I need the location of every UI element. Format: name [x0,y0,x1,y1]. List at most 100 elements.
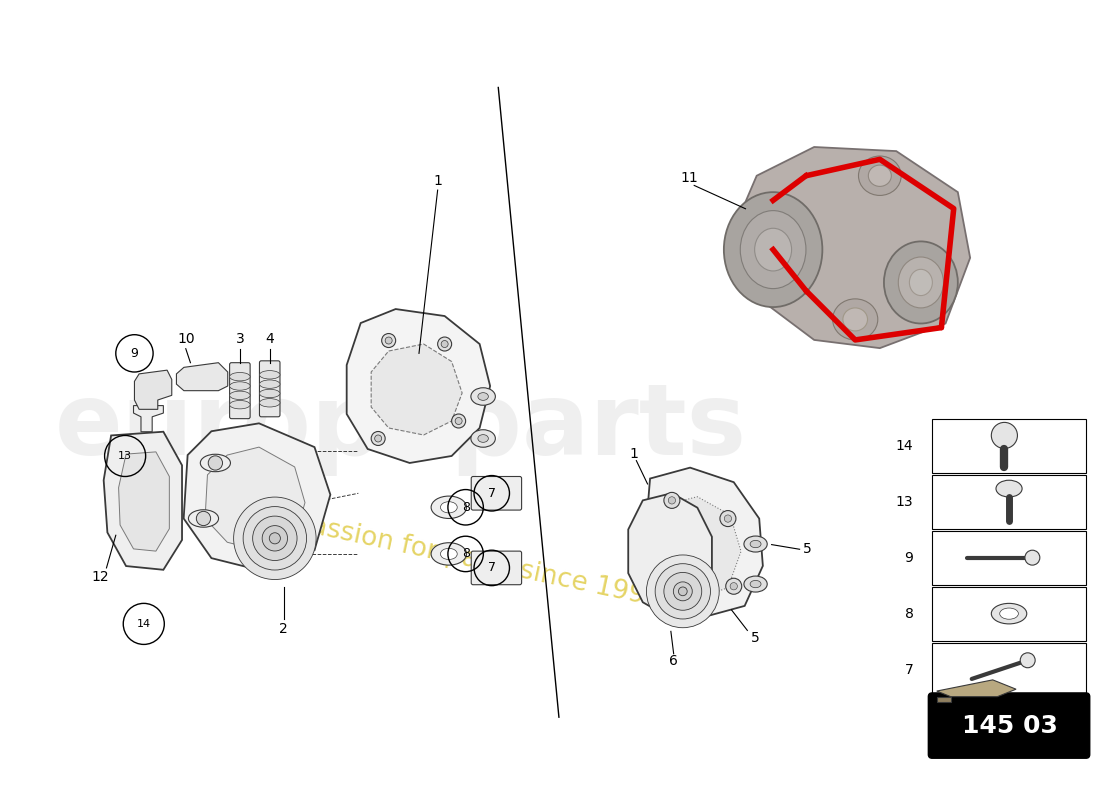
Ellipse shape [833,299,878,340]
Ellipse shape [260,398,280,407]
Ellipse shape [755,228,792,271]
Polygon shape [184,423,330,570]
Text: 7: 7 [487,562,496,574]
Ellipse shape [440,502,458,513]
Text: 6: 6 [669,654,678,668]
Ellipse shape [431,496,466,518]
Circle shape [452,414,465,428]
Circle shape [243,506,307,570]
Ellipse shape [744,576,767,592]
Ellipse shape [750,581,761,588]
FancyBboxPatch shape [471,477,521,510]
Text: 5: 5 [803,542,812,556]
Polygon shape [937,680,1016,697]
Circle shape [253,516,297,561]
Circle shape [1020,653,1035,668]
Polygon shape [371,344,462,435]
Ellipse shape [230,401,250,409]
Circle shape [371,431,385,446]
Ellipse shape [996,480,1022,497]
Ellipse shape [230,391,250,399]
Text: 1: 1 [629,447,638,461]
Circle shape [382,334,396,347]
Text: 9: 9 [131,347,139,360]
Text: 8: 8 [904,606,913,621]
Circle shape [673,582,692,601]
Circle shape [455,418,462,425]
Polygon shape [733,147,970,348]
Ellipse shape [200,454,230,472]
Ellipse shape [750,541,761,548]
Text: 1: 1 [433,174,442,188]
Polygon shape [628,493,712,617]
Circle shape [730,582,737,590]
Ellipse shape [740,210,806,289]
Circle shape [441,341,448,347]
Circle shape [262,526,287,551]
Ellipse shape [1000,608,1019,619]
Polygon shape [658,497,741,598]
Circle shape [726,578,741,594]
Ellipse shape [230,382,250,390]
FancyBboxPatch shape [928,693,1090,758]
Ellipse shape [899,257,944,308]
Circle shape [1025,550,1040,565]
FancyBboxPatch shape [471,551,521,585]
Circle shape [667,595,673,602]
Polygon shape [176,362,228,390]
Text: 145 03: 145 03 [961,714,1057,738]
Circle shape [233,497,316,579]
Circle shape [664,492,680,508]
Ellipse shape [991,603,1026,624]
Circle shape [647,555,719,628]
Ellipse shape [188,510,219,527]
Text: 11: 11 [681,171,698,185]
Ellipse shape [260,370,280,379]
Text: 4: 4 [265,332,274,346]
Circle shape [656,564,711,619]
Circle shape [385,337,393,344]
Circle shape [679,587,688,596]
Text: 10: 10 [177,332,195,346]
Ellipse shape [843,308,868,331]
Text: 13: 13 [895,494,913,509]
Circle shape [270,533,280,544]
Polygon shape [346,309,491,463]
Ellipse shape [724,192,823,307]
Ellipse shape [440,548,458,559]
Text: 8: 8 [462,501,470,514]
Polygon shape [119,452,169,551]
FancyBboxPatch shape [260,361,280,417]
Ellipse shape [884,242,958,323]
Text: 2: 2 [279,622,288,635]
Circle shape [662,590,678,606]
Ellipse shape [471,430,495,447]
Ellipse shape [431,542,466,565]
Text: a passion for parts since 1996: a passion for parts since 1996 [267,505,663,613]
Ellipse shape [868,165,891,186]
Circle shape [196,511,210,526]
Text: 5: 5 [750,631,759,645]
Polygon shape [133,406,164,432]
Ellipse shape [744,536,767,552]
Text: 14: 14 [895,438,913,453]
Circle shape [664,573,702,610]
Text: 14: 14 [136,619,151,629]
Circle shape [438,337,452,351]
Circle shape [991,422,1018,449]
Circle shape [375,435,382,442]
FancyBboxPatch shape [230,362,250,418]
Ellipse shape [910,270,933,295]
Ellipse shape [471,388,495,406]
Polygon shape [647,468,763,617]
Text: 8: 8 [462,547,470,561]
Text: 9: 9 [904,550,913,565]
Text: europeparts: europeparts [54,379,747,477]
Circle shape [208,456,222,470]
Polygon shape [134,370,172,410]
Circle shape [719,510,736,526]
Ellipse shape [858,156,901,195]
Polygon shape [205,447,305,550]
Ellipse shape [477,434,488,442]
Text: 7: 7 [487,486,496,500]
